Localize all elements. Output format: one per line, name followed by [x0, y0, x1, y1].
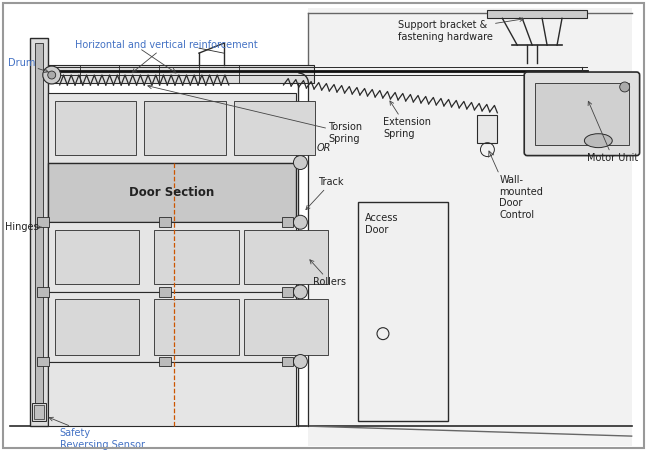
Bar — [281, 357, 293, 366]
Text: Horizontal and vertical reinforcement: Horizontal and vertical reinforcement — [75, 40, 257, 72]
Bar — [37, 217, 49, 227]
Bar — [34, 405, 44, 419]
Text: Door Section: Door Section — [129, 186, 214, 199]
Circle shape — [293, 355, 307, 368]
Bar — [47, 222, 296, 292]
FancyBboxPatch shape — [524, 72, 640, 155]
Text: Hinges: Hinges — [5, 222, 42, 232]
Text: Extension
Spring: Extension Spring — [383, 101, 431, 139]
Bar — [535, 83, 629, 145]
Bar — [47, 361, 296, 426]
Bar — [47, 292, 296, 361]
Bar — [35, 43, 43, 421]
Bar — [234, 101, 315, 154]
Circle shape — [619, 82, 630, 92]
Circle shape — [293, 215, 307, 229]
Bar — [159, 287, 171, 297]
Circle shape — [293, 155, 307, 169]
Text: Support bracket &
fastening hardware: Support bracket & fastening hardware — [398, 18, 523, 42]
Bar — [488, 10, 587, 18]
Bar — [478, 115, 497, 143]
Text: OR: OR — [317, 143, 331, 153]
Bar — [281, 287, 293, 297]
Bar — [30, 38, 47, 426]
Bar — [32, 403, 46, 421]
Circle shape — [47, 71, 56, 79]
Text: Rollers: Rollers — [310, 260, 346, 287]
Bar — [47, 163, 296, 222]
Text: Torsion
Spring: Torsion Spring — [148, 85, 363, 144]
Text: Wall-
mounted
Door
Control: Wall- mounted Door Control — [499, 175, 543, 220]
Bar — [55, 230, 139, 284]
Ellipse shape — [584, 134, 612, 148]
Bar — [244, 299, 328, 355]
Bar — [47, 65, 315, 83]
Bar — [244, 230, 328, 284]
Circle shape — [43, 66, 60, 84]
Bar — [55, 299, 139, 355]
Bar — [37, 287, 49, 297]
Bar — [159, 357, 171, 366]
Circle shape — [293, 285, 307, 299]
Bar — [47, 93, 296, 163]
Bar — [154, 299, 239, 355]
Text: Motor Unit: Motor Unit — [587, 101, 638, 163]
Text: Drum: Drum — [8, 58, 48, 72]
Bar — [281, 217, 293, 227]
Bar — [358, 202, 448, 421]
Bar — [55, 101, 136, 154]
Polygon shape — [308, 8, 632, 446]
Bar — [159, 217, 171, 227]
Bar — [154, 230, 239, 284]
Bar — [37, 357, 49, 366]
Text: Track: Track — [306, 178, 344, 210]
Text: Access
Door: Access Door — [365, 213, 398, 235]
Bar — [144, 101, 226, 154]
Text: Safety
Reversing Sensor: Safety Reversing Sensor — [49, 417, 145, 450]
